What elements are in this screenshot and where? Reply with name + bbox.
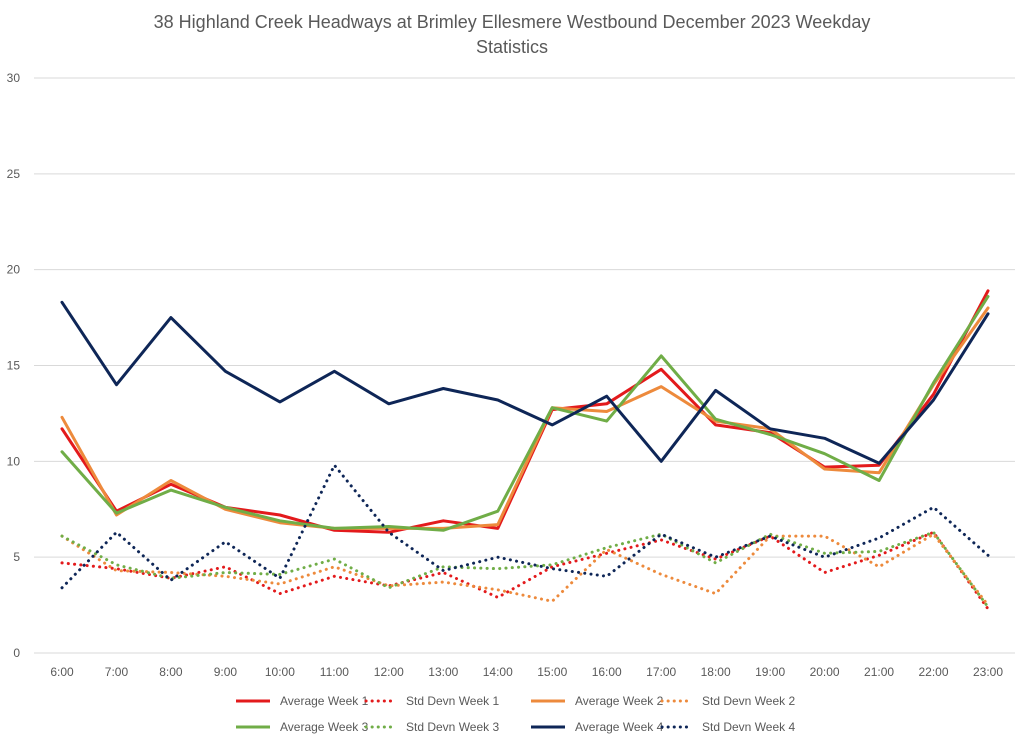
x-tick-label: 12:00 xyxy=(374,665,404,679)
x-tick-label: 15:00 xyxy=(537,665,567,679)
x-tick-label: 13:00 xyxy=(428,665,458,679)
y-tick-label: 15 xyxy=(7,359,21,373)
x-tick-label: 19:00 xyxy=(755,665,785,679)
legend-label: Std Devn Week 4 xyxy=(702,720,795,734)
x-tick-label: 14:00 xyxy=(483,665,513,679)
x-tick-label: 20:00 xyxy=(810,665,840,679)
series-line-average-week-3 xyxy=(60,295,990,532)
x-tick-label: 21:00 xyxy=(864,665,894,679)
chart-title: 38 Highland Creek Headways at Brimley El… xyxy=(154,12,871,57)
legend-item: Std Devn Week 2 xyxy=(660,694,795,708)
legend-label: Std Devn Week 2 xyxy=(702,694,795,708)
x-tick-label: 23:00 xyxy=(973,665,1003,679)
legend-item: Std Devn Week 3 xyxy=(364,720,499,734)
x-tick-label: 22:00 xyxy=(919,665,949,679)
legend-label: Average Week 2 xyxy=(575,694,664,708)
x-tick-label: 9:00 xyxy=(214,665,238,679)
x-tick-label: 17:00 xyxy=(646,665,676,679)
x-tick-label: 6:00 xyxy=(50,665,74,679)
x-tick-label: 7:00 xyxy=(105,665,129,679)
x-tick-label: 10:00 xyxy=(265,665,295,679)
y-axis-ticks: 0 5 10 15 20 25 30 xyxy=(7,71,21,660)
legend-item: Average Week 4 xyxy=(531,720,664,734)
x-tick-label: 18:00 xyxy=(701,665,731,679)
y-tick-label: 10 xyxy=(7,454,21,468)
legend-label: Average Week 1 xyxy=(280,694,369,708)
chart-title-line-2: Statistics xyxy=(476,37,548,57)
y-tick-label: 0 xyxy=(13,646,20,660)
legend-item: Average Week 2 xyxy=(531,694,664,708)
legend-item: Std Devn Week 1 xyxy=(364,694,499,708)
series-line-average-week-4 xyxy=(60,300,990,465)
y-tick-label: 25 xyxy=(7,167,21,181)
series-line-std-devn-week-2 xyxy=(60,532,990,607)
legend-label: Average Week 4 xyxy=(575,720,664,734)
y-tick-label: 20 xyxy=(7,263,21,277)
y-tick-label: 30 xyxy=(7,71,21,85)
series-lines xyxy=(60,289,990,611)
legend-item: Average Week 1 xyxy=(236,694,369,708)
legend-label: Std Devn Week 1 xyxy=(406,694,499,708)
legend-label: Average Week 3 xyxy=(280,720,369,734)
legend-item: Average Week 3 xyxy=(236,720,369,734)
x-tick-label: 8:00 xyxy=(159,665,183,679)
series-line-average-week-2 xyxy=(60,306,990,530)
x-tick-label: 16:00 xyxy=(592,665,622,679)
series-line-std-devn-week-3 xyxy=(60,530,990,609)
series-line-std-devn-week-4 xyxy=(60,463,990,590)
x-axis-ticks: 6:00 7:00 8:00 9:00 10:00 11:00 12:00 13:00 14:0… xyxy=(50,665,1003,679)
legend: Average Week 1 Std Devn Week 1 Average Wee… xyxy=(236,694,795,734)
legend-label: Std Devn Week 3 xyxy=(406,720,499,734)
x-tick-label: 11:00 xyxy=(320,665,349,679)
chart-title-line-1: 38 Highland Creek Headways at Brimley El… xyxy=(154,12,871,32)
legend-item: Std Devn Week 4 xyxy=(660,720,795,734)
series-line-std-devn-week-1 xyxy=(60,530,990,611)
y-tick-label: 5 xyxy=(13,550,20,564)
